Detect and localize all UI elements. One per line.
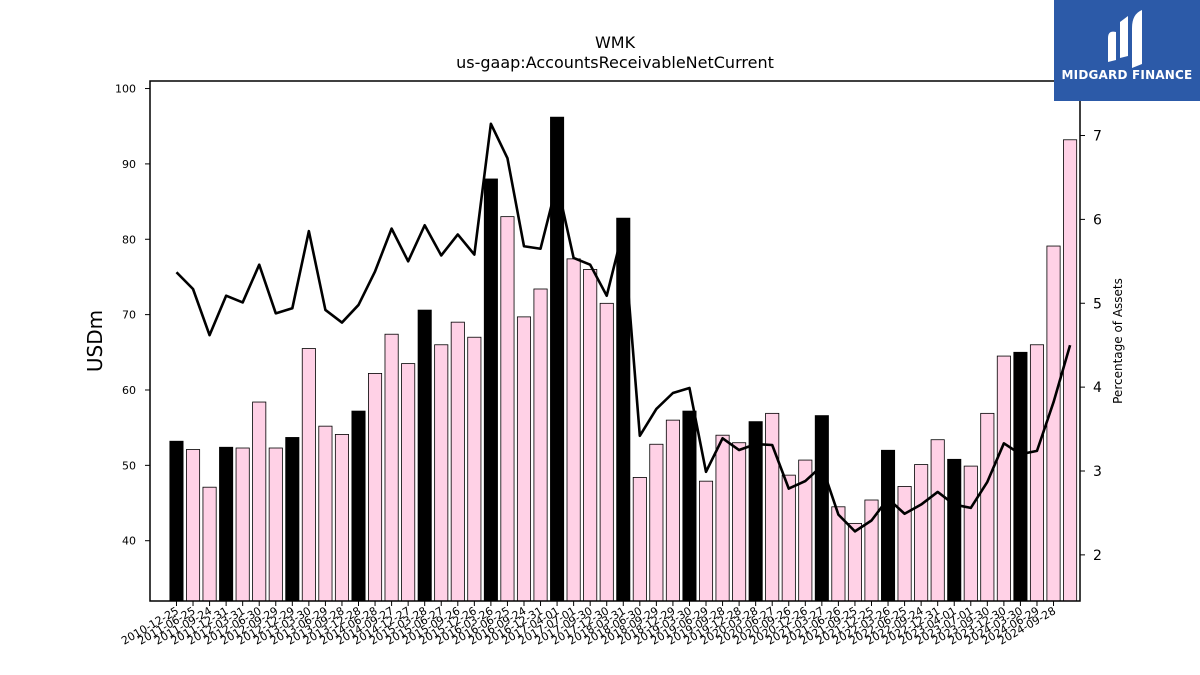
bar — [583, 269, 598, 602]
bar — [963, 465, 978, 602]
bar — [368, 373, 383, 602]
chart-title: WMK — [595, 33, 636, 52]
logo: MIDGARD FINANCE — [1054, 0, 1200, 101]
y-right-tick-label: 3 — [1093, 464, 1102, 480]
y-right-tick-label: 6 — [1093, 212, 1102, 228]
bar — [715, 434, 730, 602]
bar — [318, 425, 333, 602]
bar — [516, 316, 532, 602]
bar — [1013, 351, 1028, 602]
bar — [980, 412, 995, 602]
percentage-line — [175, 122, 1072, 533]
bar — [202, 486, 217, 602]
bar — [1046, 245, 1061, 602]
bar — [996, 355, 1011, 602]
chart-subtitle: us-gaap:AccountsReceivableNetCurrent — [456, 53, 774, 72]
bar — [814, 415, 829, 602]
y-right-tick-label: 2 — [1093, 548, 1102, 564]
bar — [169, 440, 184, 602]
y-left-tick-label: 50 — [122, 459, 136, 472]
y-left-tick-label: 40 — [122, 535, 136, 548]
bar — [632, 477, 647, 602]
bar — [417, 309, 432, 602]
bar — [914, 464, 929, 602]
bar — [1029, 344, 1044, 602]
y-left-tick-label: 70 — [122, 309, 136, 322]
bar — [765, 412, 780, 602]
bar — [235, 447, 250, 602]
bar — [268, 447, 283, 602]
bar — [781, 474, 796, 602]
y-axis-right-label: Percentage of Assets — [1111, 278, 1125, 404]
bar — [1063, 139, 1078, 602]
bar — [384, 333, 399, 602]
y-axis-left-label: USDm — [83, 310, 107, 372]
bar — [649, 443, 664, 602]
bar — [550, 116, 565, 602]
bar — [500, 216, 515, 602]
bar — [301, 348, 316, 602]
bar — [732, 442, 747, 602]
bar — [401, 363, 416, 602]
bar — [450, 321, 465, 602]
y-left-tick-label: 60 — [122, 384, 136, 397]
y-right-tick-label: 5 — [1093, 296, 1102, 312]
bar — [252, 401, 267, 602]
logo-text: MIDGARD FINANCE — [1061, 68, 1193, 82]
y-left-tick-label: 80 — [122, 233, 136, 246]
bar — [881, 449, 896, 602]
y-right-tick-label: 4 — [1093, 380, 1102, 396]
bar — [599, 302, 614, 602]
bar — [219, 446, 234, 602]
bar — [930, 439, 945, 602]
bar — [334, 434, 349, 602]
bar — [947, 458, 962, 602]
axes-layer: 4050607080901002345672010-12-252011-06-2… — [115, 80, 1102, 648]
bar — [186, 449, 201, 602]
bar — [483, 178, 498, 602]
bar — [285, 437, 300, 602]
y-left-tick-label: 90 — [122, 158, 136, 171]
bar — [748, 421, 763, 602]
y-right-tick-label: 7 — [1093, 129, 1102, 145]
line-layer — [175, 122, 1072, 533]
bar — [682, 410, 697, 602]
bar — [699, 480, 714, 602]
bars-layer — [169, 116, 1078, 602]
bar — [434, 344, 449, 602]
bar — [467, 336, 482, 602]
y-left-tick-label: 100 — [115, 83, 136, 96]
bar — [351, 410, 366, 602]
bar — [665, 419, 680, 602]
bar — [533, 288, 548, 602]
bar — [847, 522, 862, 602]
bar — [897, 486, 912, 602]
logo-mark-icon — [1108, 10, 1142, 68]
bar — [566, 258, 581, 602]
plot-frame — [149, 80, 1081, 602]
